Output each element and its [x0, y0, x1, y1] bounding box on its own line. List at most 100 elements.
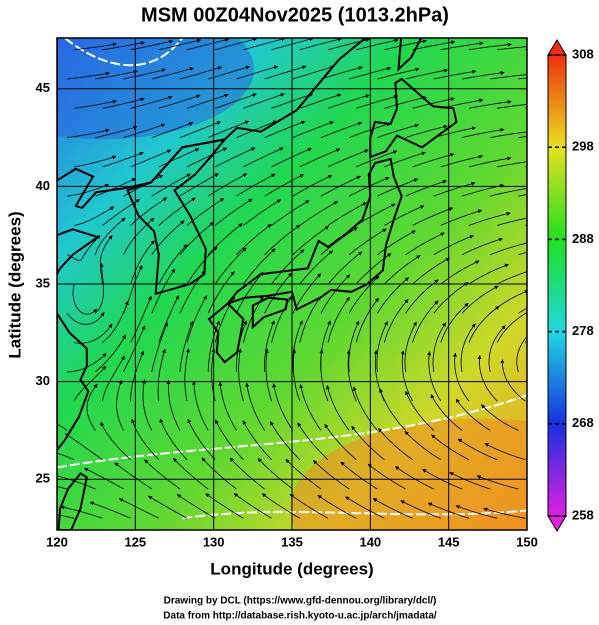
- streamline: [292, 320, 303, 372]
- streamline: [264, 348, 272, 402]
- streamline: [483, 507, 526, 519]
- streamline: [57, 514, 75, 519]
- streamline: [74, 99, 117, 109]
- streamline: [166, 379, 181, 431]
- streamline: [72, 283, 97, 315]
- colorbar-tick-label: 278: [572, 323, 594, 338]
- streamline: [299, 38, 342, 51]
- streamline: [355, 203, 396, 226]
- streamline: [355, 297, 380, 343]
- streamline: [73, 365, 107, 402]
- streamline: [377, 277, 409, 314]
- streamline: [270, 421, 301, 460]
- streamline: [490, 242, 527, 256]
- colorbar-top-triangle: [547, 39, 567, 56]
- streamline: [237, 348, 244, 402]
- streamline: [151, 122, 194, 138]
- streamline: [500, 359, 526, 402]
- streamline: [412, 257, 450, 285]
- streamline: [264, 174, 304, 197]
- streamline: [299, 296, 321, 343]
- streamline: [89, 501, 131, 519]
- streamline: [299, 384, 322, 431]
- streamline: [355, 253, 392, 285]
- streamline: [468, 156, 512, 168]
- x-tick-label: 150: [516, 534, 538, 549]
- streamline: [57, 452, 75, 461]
- isotherm: [64, 38, 184, 67]
- streamline: [461, 237, 503, 256]
- streamline: [60, 505, 103, 519]
- x-tick-label: 130: [203, 534, 225, 549]
- y-tick-label: 40: [36, 178, 50, 193]
- colorbar-tick-label: 258: [572, 507, 594, 522]
- streamline: [440, 154, 483, 168]
- streamline: [452, 352, 470, 402]
- streamline: [208, 65, 250, 80]
- streamline: [186, 198, 225, 226]
- coastline: [224, 157, 403, 311]
- streamline: [400, 350, 413, 402]
- streamline: [468, 263, 509, 285]
- x-axis-label: Longitude (degrees): [210, 559, 373, 578]
- streamline: [130, 240, 155, 285]
- streamline: [352, 386, 378, 431]
- streamline: [518, 77, 527, 80]
- streamline: [243, 295, 264, 343]
- streamline: [151, 66, 194, 80]
- streamline: [67, 183, 110, 197]
- streamline: [151, 173, 191, 197]
- streamline: [179, 221, 214, 255]
- streamline: [272, 383, 294, 431]
- streamline: [264, 320, 275, 372]
- streamline: [289, 493, 329, 519]
- streamline: [516, 336, 527, 373]
- x-tick-label: 140: [359, 534, 381, 549]
- streamline: [412, 40, 456, 51]
- streamline: [440, 260, 480, 285]
- streamline: [405, 124, 448, 138]
- streamline: [384, 39, 427, 51]
- streamline: [208, 120, 250, 138]
- colorbar-tick-label: 298: [572, 139, 594, 154]
- streamline: [264, 65, 307, 80]
- streamline: [384, 205, 425, 226]
- streamline: [157, 348, 166, 402]
- streamline: [102, 199, 140, 226]
- streamline: [292, 273, 322, 314]
- streamline: [348, 275, 380, 314]
- streamline: [236, 223, 272, 255]
- coastline: [251, 296, 289, 330]
- streamline: [320, 227, 358, 255]
- streamline: [215, 93, 257, 109]
- streamline: [346, 349, 357, 402]
- streamline: [345, 496, 385, 519]
- streamline: [123, 325, 146, 373]
- streamline: [405, 232, 445, 256]
- streamline: [461, 285, 499, 314]
- streamline: [147, 495, 188, 519]
- streamline: [297, 422, 329, 460]
- streamline: [242, 420, 272, 460]
- streamline: [100, 421, 131, 460]
- streamline: [264, 120, 306, 138]
- streamline: [299, 201, 339, 226]
- streamline: [356, 150, 398, 168]
- streamline: [490, 188, 527, 197]
- streamline: [327, 149, 369, 168]
- streamline: [405, 68, 448, 80]
- streamline: [214, 247, 247, 285]
- streamline: [285, 458, 322, 490]
- streamline: [412, 300, 439, 343]
- streamline: [271, 295, 293, 343]
- streamline: [236, 173, 276, 197]
- isotherm: [182, 509, 527, 520]
- streamline: [440, 209, 483, 226]
- streamline: [207, 320, 220, 372]
- streamline: [74, 42, 117, 51]
- coastline: [369, 77, 458, 159]
- streamline: [123, 174, 164, 197]
- streamline: [433, 181, 476, 197]
- streamline: [57, 474, 96, 490]
- streamline: [102, 97, 145, 109]
